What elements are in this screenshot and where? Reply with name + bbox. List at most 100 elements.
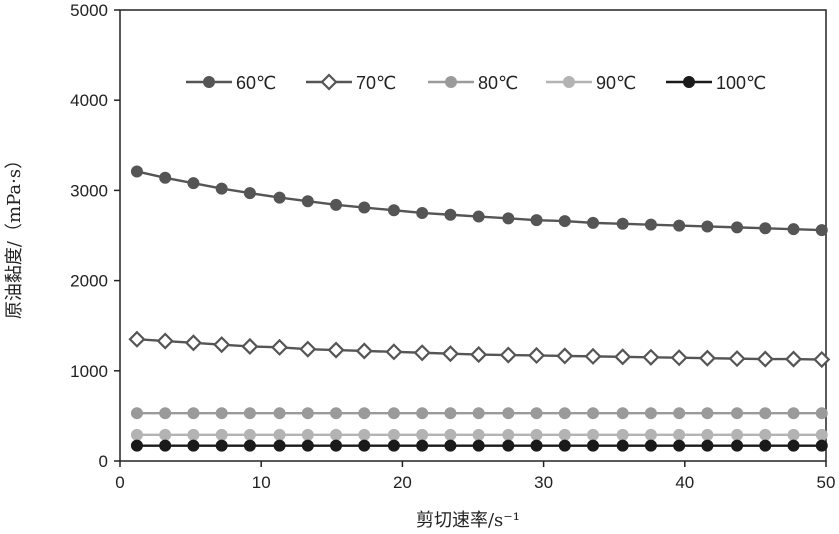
data-point: [470, 346, 488, 364]
data-point: [330, 439, 343, 452]
data-point: [673, 407, 686, 420]
data-point: [759, 428, 772, 441]
plot-area-border: [119, 9, 827, 462]
data-point: [187, 439, 200, 452]
data-point: [644, 439, 657, 452]
data-point: [530, 407, 543, 420]
y-tick-label: 2000: [70, 272, 108, 291]
data-point: [243, 428, 256, 441]
data-point: [616, 428, 629, 441]
data-point: [358, 439, 371, 452]
data-point: [299, 340, 317, 358]
data-point: [815, 407, 828, 420]
x-tick-label: 30: [534, 473, 553, 492]
data-point: [728, 350, 746, 368]
data-point: [385, 343, 403, 361]
data-point: [556, 347, 574, 365]
data-point: [416, 407, 429, 420]
data-point: [673, 219, 686, 232]
data-point: [301, 407, 314, 420]
data-point: [330, 198, 343, 211]
data-point: [243, 407, 256, 420]
data-point: [787, 223, 800, 236]
data-point: [499, 346, 517, 364]
data-point: [159, 428, 172, 441]
data-point: [787, 407, 800, 420]
legend-label: 80℃: [478, 73, 518, 93]
data-point: [673, 439, 686, 452]
data-point: [614, 348, 632, 366]
legend-entry: 90℃: [546, 73, 636, 93]
legend-entry: 100℃: [666, 73, 766, 93]
data-point: [472, 428, 485, 441]
data-point: [731, 439, 744, 452]
data-point: [731, 407, 744, 420]
data-point: [787, 428, 800, 441]
data-point: [441, 345, 459, 363]
data-point: [387, 428, 400, 441]
data-point: [502, 428, 515, 441]
data-point: [587, 216, 600, 229]
data-point: [444, 428, 457, 441]
x-tick-label: 10: [252, 473, 271, 492]
data-point: [616, 217, 629, 230]
legend-swatch-marker: [203, 76, 215, 88]
data-point: [616, 407, 629, 420]
data-point: [670, 349, 688, 367]
data-point: [387, 439, 400, 452]
legend-label: 60℃: [236, 73, 276, 93]
legend-entry: 70℃: [306, 73, 396, 93]
series-2: [128, 330, 831, 369]
legend-label: 70℃: [356, 73, 396, 93]
data-point: [587, 439, 600, 452]
data-point: [187, 177, 200, 190]
data-point: [530, 214, 543, 227]
data-point: [444, 407, 457, 420]
data-point: [701, 220, 714, 233]
data-point: [159, 407, 172, 420]
data-point: [701, 428, 714, 441]
series-1: [130, 165, 828, 237]
data-point: [784, 350, 803, 368]
data-point: [330, 407, 343, 420]
data-point: [731, 221, 744, 234]
data-point: [813, 350, 831, 369]
y-tick-label: 5000: [70, 1, 108, 20]
data-point: [358, 201, 371, 214]
data-point: [387, 407, 400, 420]
data-point: [130, 439, 143, 452]
data-point: [273, 407, 286, 420]
data-point: [756, 350, 774, 368]
data-point: [273, 428, 286, 441]
data-point: [502, 439, 515, 452]
axes: 0 1000 2000 3000 4000 5000 0 10 20 30 40 50: [70, 1, 835, 492]
legend-swatch-marker: [445, 76, 457, 88]
legend-swatch-marker: [320, 73, 338, 91]
y-tick-label: 0: [99, 452, 108, 471]
data-point: [527, 346, 546, 365]
series-5: [130, 439, 828, 452]
data-point: [558, 407, 571, 420]
legend-label: 90℃: [596, 73, 636, 93]
data-point: [159, 439, 172, 452]
data-point: [644, 407, 657, 420]
data-point: [642, 348, 660, 366]
data-point: [156, 332, 174, 350]
data-point: [273, 191, 286, 204]
data-point: [701, 407, 714, 420]
x-tick-label: 20: [393, 473, 412, 492]
data-point: [358, 428, 371, 441]
data-point: [128, 330, 146, 348]
data-point: [416, 206, 429, 219]
data-point: [759, 222, 772, 235]
legend-swatch-marker: [563, 76, 575, 88]
data-point: [673, 428, 686, 441]
data-point: [215, 428, 228, 441]
data-point: [215, 439, 228, 452]
data-point: [472, 439, 485, 452]
data-point: [213, 336, 231, 354]
legend-swatch-marker: [683, 76, 695, 88]
data-point: [530, 439, 543, 452]
data-point: [243, 187, 256, 200]
